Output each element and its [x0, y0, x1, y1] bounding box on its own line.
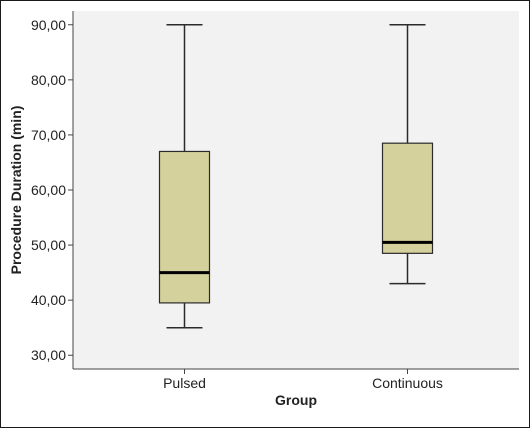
- y-tick-label: 90,00: [31, 17, 66, 33]
- y-axis-title: Procedure Duration (min): [8, 106, 24, 275]
- y-tick-label: 80,00: [31, 72, 66, 88]
- x-axis: Pulsed Continuous: [73, 368, 519, 391]
- y-axis: 30,00 40,00 50,00 60,00 70,00 80,00 90,00: [31, 11, 74, 369]
- x-tick-label: Continuous: [372, 375, 443, 391]
- x-axis-title: Group: [275, 392, 317, 408]
- boxes: [158, 24, 434, 329]
- box-continuous: [381, 24, 434, 285]
- iqr-box: [381, 142, 434, 254]
- iqr-box: [158, 150, 211, 304]
- y-tick-label: 40,00: [31, 292, 66, 308]
- y-tick-label: 30,00: [31, 347, 66, 363]
- plot-area: [73, 11, 519, 369]
- y-tick-label: 50,00: [31, 237, 66, 253]
- y-tick-label: 70,00: [31, 127, 66, 143]
- x-tick-label: Pulsed: [163, 375, 206, 391]
- y-tick-label: 60,00: [31, 182, 66, 198]
- box-pulsed: [158, 24, 211, 329]
